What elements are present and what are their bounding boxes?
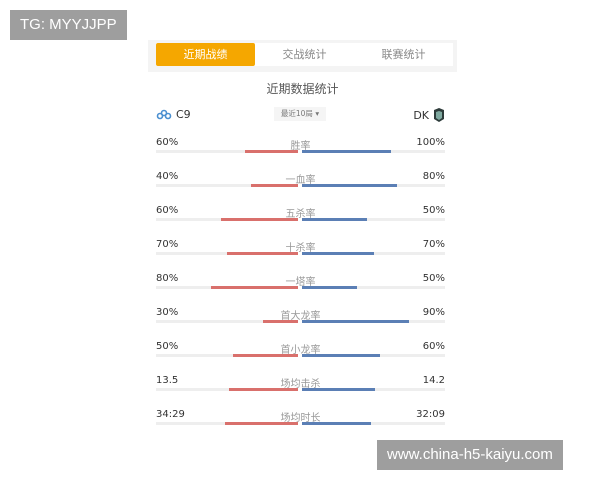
- left-bar-fill: [210, 286, 298, 289]
- right-bar-track: [302, 218, 445, 221]
- stat-row: 50% 首小龙率 60%: [156, 341, 445, 371]
- stat-left-value: 13.5: [156, 375, 179, 386]
- left-bar-fill: [227, 252, 298, 255]
- stat-right-value: 32:09: [416, 409, 445, 420]
- stat-left-value: 80%: [156, 273, 179, 284]
- stat-right-value: 90%: [422, 307, 445, 318]
- stat-label: 场均时长: [280, 413, 321, 424]
- stat-row: 60% 五杀率 50%: [156, 205, 445, 235]
- stat-right-value: 70%: [422, 239, 445, 250]
- left-bar-fill: [262, 320, 298, 323]
- stat-left-value: 34:29: [156, 409, 185, 420]
- left-bar-fill: [250, 184, 298, 187]
- right-bar-track: [302, 150, 445, 153]
- right-bar-fill: [302, 286, 357, 289]
- left-bar-track: [156, 354, 298, 357]
- team-right: DK: [413, 108, 445, 122]
- stat-label: 胜率: [290, 141, 311, 152]
- tab-league[interactable]: 联赛统计: [381, 48, 426, 61]
- left-bar-track: [156, 150, 298, 153]
- right-bar-track: [302, 184, 445, 187]
- right-bar-fill: [302, 354, 380, 357]
- right-bar-fill: [302, 422, 371, 425]
- section-title: 近期数据统计: [266, 82, 339, 96]
- right-bar-fill: [302, 252, 374, 255]
- stat-right-value: 14.2: [422, 375, 445, 386]
- stat-label: 一塔率: [285, 277, 316, 288]
- left-bar-track: [156, 320, 298, 323]
- stat-right-value: 60%: [422, 341, 445, 352]
- stat-left-value: 50%: [156, 341, 179, 352]
- stat-row: 13.5 场均击杀 14.2: [156, 375, 445, 405]
- right-bar-fill: [302, 320, 410, 323]
- dk-logo-icon: [434, 108, 444, 122]
- stat-right-value: 100%: [416, 137, 445, 148]
- right-bar-track: [302, 286, 445, 289]
- tab-bar: 近期战绩 交战统计 联赛统计: [148, 40, 457, 72]
- left-bar-fill: [233, 354, 298, 357]
- team-left: C9: [156, 108, 191, 121]
- left-bar-track: [156, 422, 298, 425]
- stat-right-value: 50%: [422, 205, 445, 216]
- stat-right-value: 80%: [422, 171, 445, 182]
- left-bar-fill: [224, 422, 298, 425]
- stat-row: 60% 胜率 100%: [156, 137, 445, 167]
- stat-left-value: 70%: [156, 239, 179, 250]
- tab-recent[interactable]: 近期战绩: [156, 43, 255, 66]
- range-select[interactable]: 最近10局 ▾: [274, 107, 326, 121]
- stat-left-value: 40%: [156, 171, 179, 182]
- stat-label: 一血率: [285, 175, 316, 186]
- right-bar-track: [302, 252, 445, 255]
- stat-label: 五杀率: [285, 209, 316, 220]
- right-bar-track: [302, 320, 445, 323]
- left-bar-fill: [220, 218, 298, 221]
- left-bar-fill: [228, 388, 298, 391]
- right-bar-fill: [302, 388, 376, 391]
- right-bar-track: [302, 422, 445, 425]
- team-left-name: C9: [176, 108, 191, 121]
- right-bar-fill: [302, 218, 367, 221]
- stat-row: 70% 十杀率 70%: [156, 239, 445, 269]
- stat-row: 40% 一血率 80%: [156, 171, 445, 201]
- stat-left-value: 30%: [156, 307, 179, 318]
- watermark-bottom: www.china-h5-kaiyu.com: [377, 440, 563, 470]
- stat-row: 80% 一塔率 50%: [156, 273, 445, 303]
- left-bar-track: [156, 252, 298, 255]
- stat-label: 首大龙率: [280, 311, 321, 322]
- stat-label: 首小龙率: [280, 345, 321, 356]
- stat-left-value: 60%: [156, 137, 179, 148]
- watermark-top: TG: MYYJJPP: [10, 10, 127, 40]
- tab-head-to-head[interactable]: 交战统计: [282, 48, 327, 61]
- stat-label: 十杀率: [285, 243, 316, 254]
- left-bar-track: [156, 184, 298, 187]
- left-bar-track: [156, 286, 298, 289]
- right-bar-fill: [302, 184, 398, 187]
- stat-row: 30% 首大龙率 90%: [156, 307, 445, 337]
- stat-left-value: 60%: [156, 205, 179, 216]
- stat-row: 34:29 场均时长 32:09: [156, 409, 445, 439]
- stat-right-value: 50%: [422, 273, 445, 284]
- stat-label: 场均击杀: [280, 379, 321, 390]
- right-bar-fill: [302, 150, 392, 153]
- right-bar-track: [302, 388, 445, 391]
- left-bar-track: [156, 218, 298, 221]
- left-bar-track: [156, 388, 298, 391]
- left-bar-fill: [244, 150, 298, 153]
- cloud9-logo-icon: [156, 109, 172, 120]
- right-bar-track: [302, 354, 445, 357]
- team-right-name: DK: [413, 108, 429, 122]
